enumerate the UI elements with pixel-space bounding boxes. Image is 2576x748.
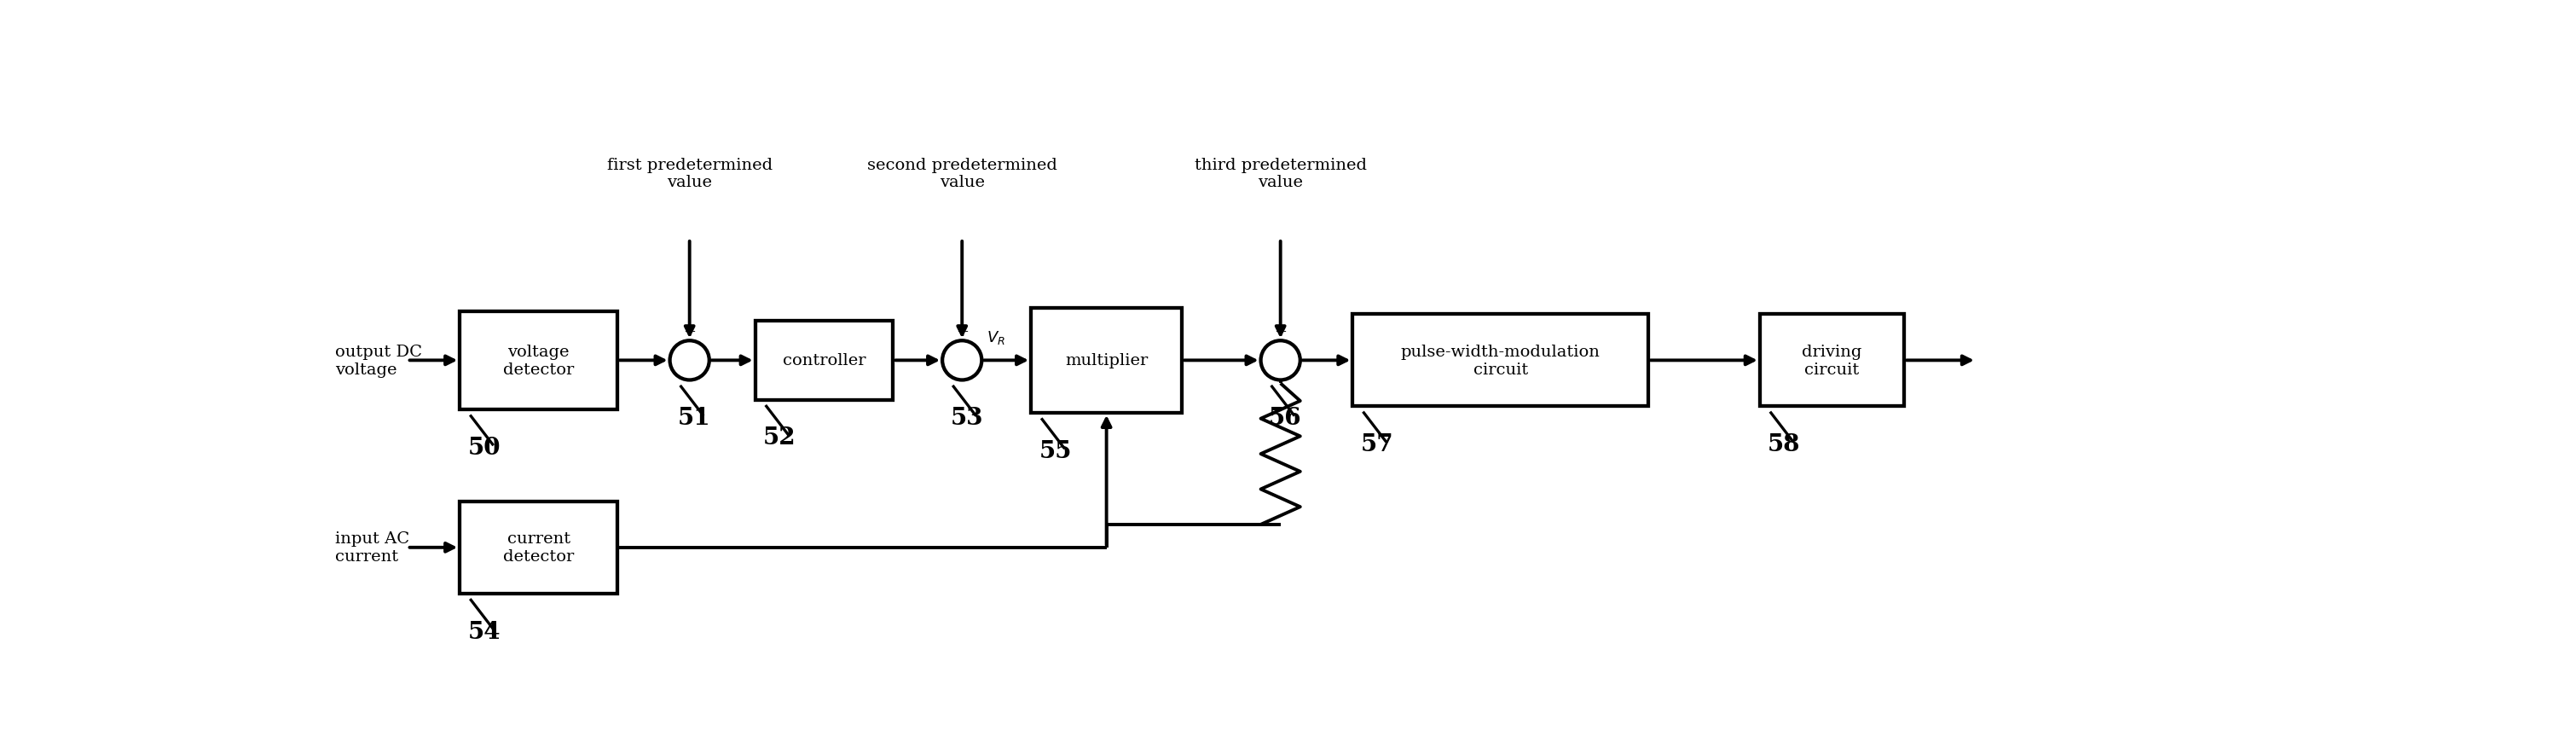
Bar	[459, 311, 618, 410]
Text: +: +	[683, 324, 696, 339]
Bar	[1352, 315, 1649, 407]
Text: 58: 58	[1767, 433, 1801, 456]
Text: 55: 55	[1038, 439, 1072, 462]
Text: 53: 53	[951, 407, 984, 429]
Circle shape	[670, 341, 708, 381]
Text: third predetermined
value: third predetermined value	[1195, 157, 1368, 191]
Text: current
detector: current detector	[502, 531, 574, 564]
Bar	[1030, 308, 1182, 413]
Text: 54: 54	[469, 620, 500, 643]
Text: $V_R$: $V_R$	[987, 329, 1005, 346]
Text: 51: 51	[677, 407, 711, 429]
Text: 52: 52	[762, 426, 796, 450]
Circle shape	[1260, 341, 1301, 381]
Text: voltage
detector: voltage detector	[502, 344, 574, 377]
Text: 57: 57	[1360, 433, 1394, 456]
Text: controller: controller	[783, 353, 866, 368]
Text: +: +	[1275, 324, 1288, 339]
Bar	[755, 322, 894, 400]
Bar	[459, 502, 618, 594]
Text: input AC
current: input AC current	[335, 531, 410, 564]
Text: second predetermined
value: second predetermined value	[868, 157, 1056, 191]
Text: +: +	[956, 324, 969, 339]
Text: 56: 56	[1267, 407, 1301, 429]
Text: 50: 50	[469, 436, 500, 459]
Text: driving
circuit: driving circuit	[1803, 344, 1862, 377]
Text: multiplier: multiplier	[1064, 353, 1149, 368]
Text: first predetermined
value: first predetermined value	[608, 157, 773, 191]
Text: pulse-width-modulation
circuit: pulse-width-modulation circuit	[1401, 344, 1600, 377]
Text: output DC
voltage: output DC voltage	[335, 344, 422, 377]
Bar	[1759, 315, 1904, 407]
Circle shape	[943, 341, 981, 381]
